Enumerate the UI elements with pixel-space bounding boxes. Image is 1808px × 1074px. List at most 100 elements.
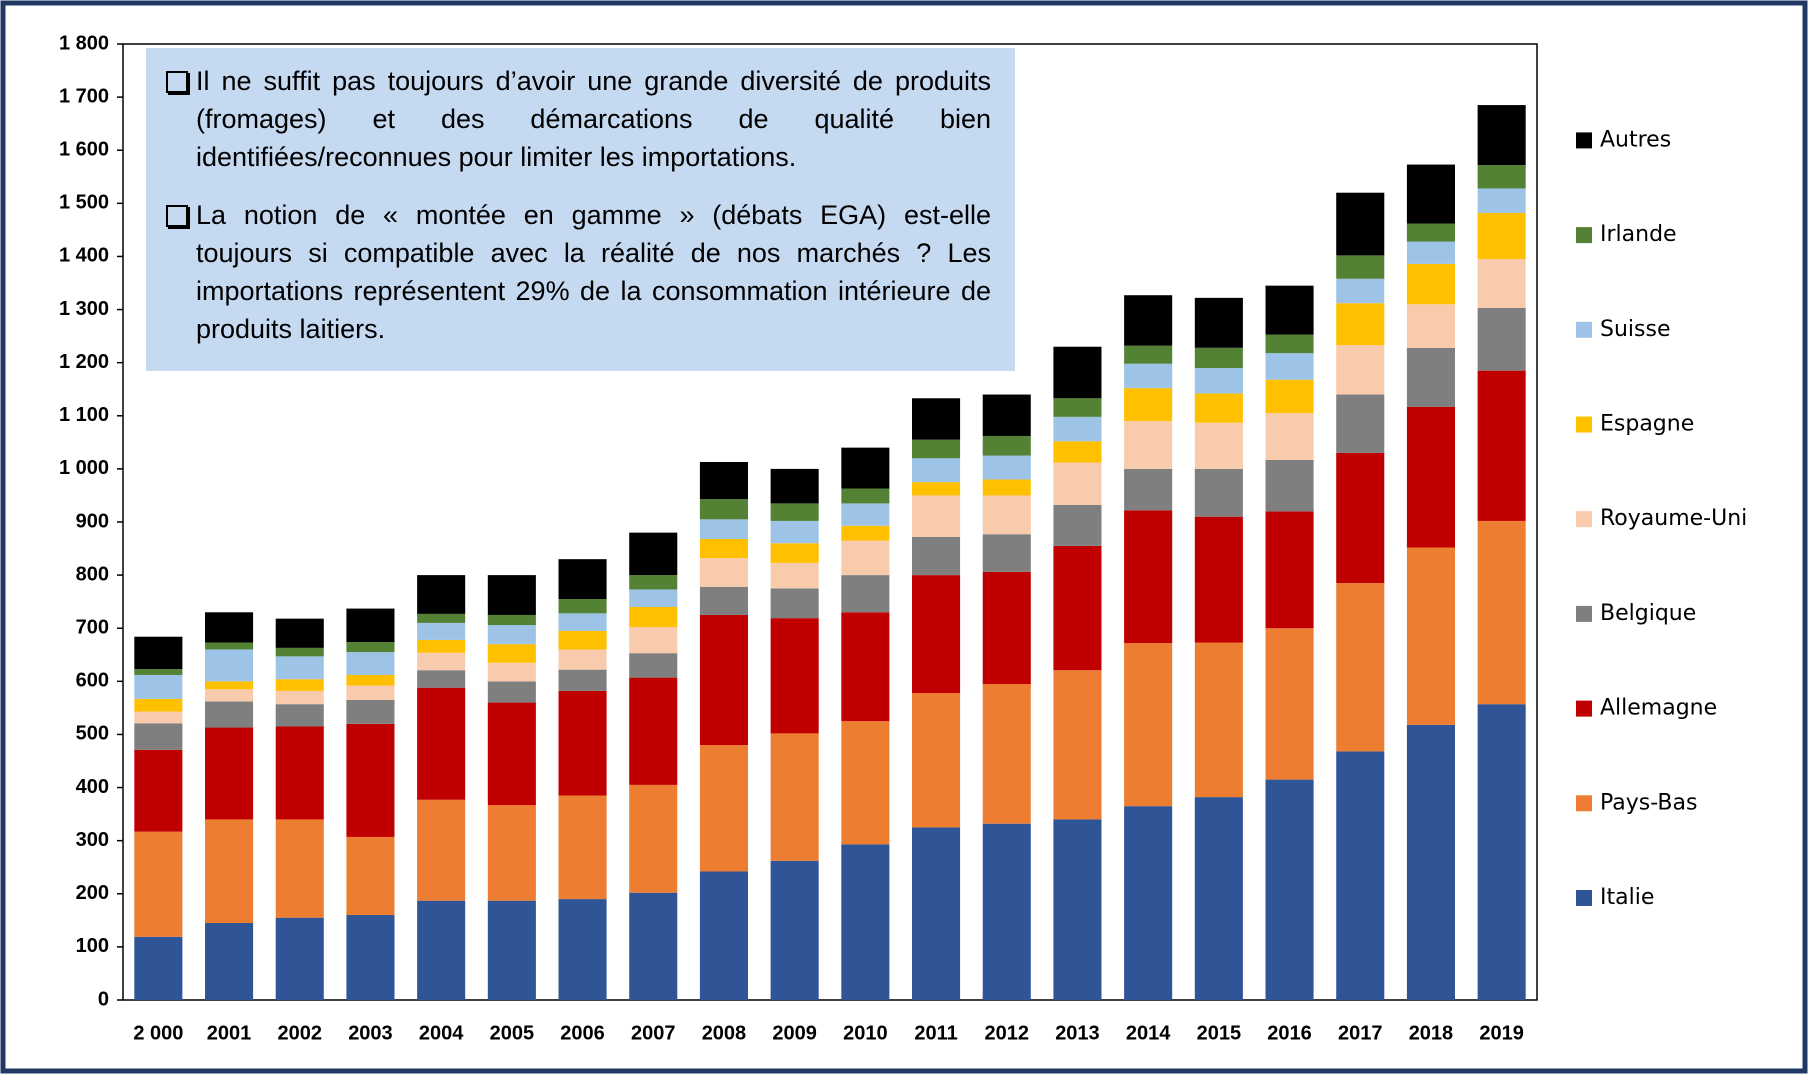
bar-segment (1406, 223, 1455, 242)
bar-segment (1194, 516, 1243, 643)
bar-segment (629, 532, 678, 576)
bar-segment (275, 690, 324, 705)
bar-segment (912, 575, 961, 694)
bar-segment (1477, 307, 1526, 371)
bar-segment (487, 662, 536, 682)
x-tick-label: 2018 (1409, 1022, 1454, 1044)
bar-segment (1265, 353, 1314, 380)
bar-segment (275, 679, 324, 691)
bar-segment (487, 644, 536, 663)
x-tick-label: 2004 (419, 1022, 464, 1044)
x-tick-label: 2009 (772, 1022, 817, 1044)
bar-segment (699, 519, 748, 539)
y-tick-label: 1 700 (59, 85, 109, 107)
bar-segment (1124, 643, 1173, 807)
bar-segment (417, 575, 466, 614)
bar-segment (1124, 806, 1173, 1000)
bar-segment (1124, 468, 1173, 511)
bar-segment (487, 805, 536, 901)
bar-segment (1265, 413, 1314, 460)
bar-segment (1336, 278, 1385, 304)
bar-segment (1265, 779, 1314, 1000)
bar-segment (1265, 628, 1314, 780)
bar-segment (770, 860, 819, 1000)
y-tick-label: 1 400 (59, 245, 109, 267)
bar-segment (1194, 367, 1243, 394)
bar-segment (629, 627, 678, 654)
x-tick-label: 2005 (490, 1022, 535, 1044)
bar-segment (1477, 105, 1526, 166)
bar-segment (699, 871, 748, 1000)
legend-swatch (1576, 416, 1592, 433)
bar-segment (699, 614, 748, 746)
y-tick-label: 400 (76, 776, 109, 798)
bar-segment (134, 698, 183, 712)
x-tick-label: 2007 (631, 1022, 676, 1044)
y-tick-label: 900 (76, 510, 109, 532)
bar-segment (912, 495, 961, 537)
x-tick-label: 2012 (985, 1022, 1030, 1044)
bar-segment (1265, 379, 1314, 414)
y-tick-label: 1 200 (59, 351, 109, 373)
x-tick-label: 2014 (1126, 1022, 1171, 1044)
bar-segment (134, 674, 183, 699)
bar-segment (982, 394, 1031, 436)
bar-segment (770, 468, 819, 504)
bar-segment (982, 534, 1031, 572)
bar-segment (1406, 724, 1455, 1000)
bar-segment (1406, 164, 1455, 224)
bar-segment (1336, 303, 1385, 346)
bar-segment (205, 642, 254, 650)
bar-segment (134, 749, 183, 832)
legend-label: Pays-Bas (1600, 790, 1697, 815)
bar-segment (205, 612, 254, 643)
bar-segment (1336, 345, 1385, 395)
bar-segment (134, 711, 183, 724)
annotation-text: Il ne suffit pas toujours d’avoir une gr… (196, 66, 991, 172)
legend-label: Belgique (1600, 601, 1696, 626)
bar-segment (417, 670, 466, 688)
bar-segment (1194, 468, 1243, 517)
bar-segment (205, 819, 254, 923)
bar-segment (1336, 394, 1385, 453)
bar-segment (1477, 212, 1526, 260)
bar-segment (770, 503, 819, 521)
bar-segment (1053, 545, 1102, 671)
bar-segment (275, 917, 324, 1000)
y-tick-label: 1 500 (59, 192, 109, 214)
annotation-text: La notion de « montée en gamme » (débats… (196, 200, 991, 344)
bar-segment (841, 575, 890, 613)
bar-segment (841, 525, 890, 541)
bar-segment (1194, 297, 1243, 348)
legend-swatch (1576, 511, 1592, 528)
bar-segment (205, 649, 254, 682)
bar-segment (134, 636, 183, 670)
bar-segment (912, 439, 961, 459)
bar-segment (1053, 398, 1102, 417)
bar-segment (205, 701, 254, 728)
bar-segment (1265, 511, 1314, 629)
bar-segment (205, 681, 254, 690)
bar-segment (770, 520, 819, 544)
bar-segment (841, 612, 890, 722)
bar-segment (558, 613, 607, 631)
y-tick-label: 1 300 (59, 298, 109, 320)
bar-segment (629, 677, 678, 785)
bar-segment (699, 586, 748, 615)
bar-segment (1053, 462, 1102, 506)
legend-swatch (1576, 890, 1592, 906)
bar-segment (1406, 304, 1455, 348)
bar-segment (487, 575, 536, 615)
bar-segment (487, 702, 536, 806)
y-tick-label: 1 600 (59, 139, 109, 161)
bar-segment (841, 540, 890, 576)
x-tick-label: 2006 (560, 1022, 605, 1044)
bar-segment (346, 699, 395, 724)
bar-segment (346, 608, 395, 643)
bar-segment (1124, 421, 1173, 469)
y-tick-label: 200 (76, 882, 109, 904)
legend-swatch (1576, 700, 1592, 717)
legend-label: Espagne (1600, 412, 1694, 437)
bar-segment (1406, 347, 1455, 407)
bar-segment (134, 669, 183, 675)
